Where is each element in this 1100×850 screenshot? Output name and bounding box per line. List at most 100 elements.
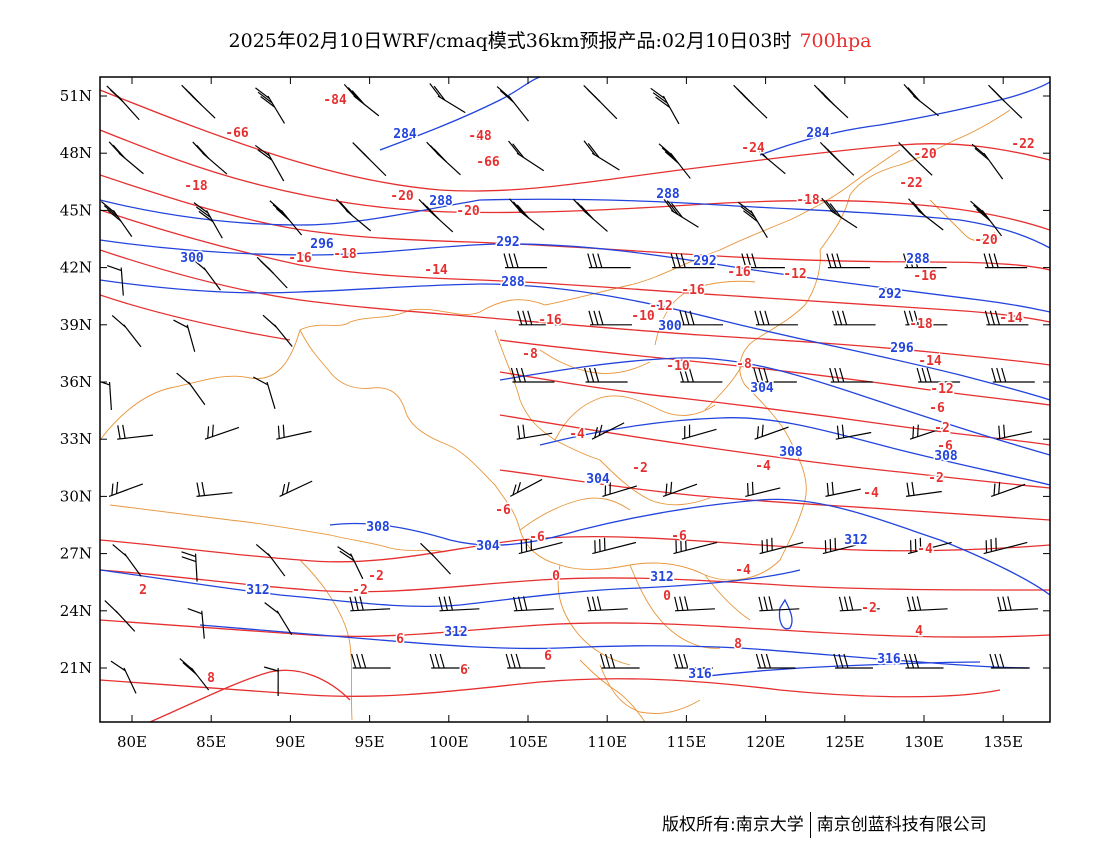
wind-barb bbox=[572, 198, 608, 232]
height-label: 300 bbox=[658, 319, 682, 334]
lat-label: 27N bbox=[60, 545, 92, 563]
wind-barb bbox=[192, 141, 228, 175]
wind-barb bbox=[518, 537, 563, 555]
wind-barb bbox=[674, 596, 715, 612]
temperature-label: -2 bbox=[368, 569, 384, 584]
temperature-label: -20 bbox=[390, 189, 414, 204]
wind-barb bbox=[673, 537, 718, 555]
height-label: 312 bbox=[650, 570, 673, 585]
copyright-text: 版权所有:南京大学 bbox=[662, 815, 804, 835]
wind-barb bbox=[750, 141, 786, 175]
wind-barb bbox=[988, 84, 1023, 119]
wind-barb bbox=[517, 310, 561, 326]
wind-barb bbox=[678, 367, 723, 383]
height-label: 316 bbox=[688, 667, 712, 682]
wind-barb bbox=[262, 314, 293, 347]
wind-barb bbox=[352, 142, 387, 177]
wind-barb bbox=[906, 481, 942, 497]
temperature-label: 0 bbox=[663, 589, 671, 604]
lon-label: 95E bbox=[355, 733, 385, 751]
temperature-label: -4 bbox=[917, 542, 933, 557]
wind-barb bbox=[662, 197, 699, 228]
wind-barb bbox=[264, 602, 293, 636]
wind-barb bbox=[510, 478, 543, 497]
wind-barb bbox=[602, 481, 638, 497]
lat-label: 51N bbox=[60, 87, 92, 105]
wind-barb bbox=[898, 141, 933, 176]
temperature-label: -24 bbox=[741, 141, 765, 156]
wind-barb bbox=[279, 480, 313, 497]
wind-barb bbox=[111, 314, 142, 348]
wind-barb bbox=[254, 144, 285, 182]
temperature-label: -20 bbox=[913, 147, 937, 162]
wind-barb bbox=[351, 653, 391, 669]
height-label: 292 bbox=[878, 287, 901, 302]
wind-barb bbox=[997, 596, 1039, 612]
height-label: 288 bbox=[656, 187, 680, 202]
temperature-label: -2 bbox=[934, 421, 950, 436]
wind-barb bbox=[903, 253, 947, 269]
wind-barb bbox=[829, 367, 873, 383]
wind-barb bbox=[658, 143, 691, 179]
wind-barb bbox=[104, 600, 136, 632]
height-labels: 284 284 288 288 292 296 300 288 292 292 288 300 296 3… bbox=[179, 125, 960, 684]
lat-label: 42N bbox=[60, 259, 92, 277]
temperature-label: -18 bbox=[796, 193, 820, 208]
lat-label: 21N bbox=[60, 659, 92, 677]
lon-label: 130E bbox=[904, 733, 944, 751]
wind-barb bbox=[833, 653, 873, 669]
title-level: 700hpa bbox=[799, 30, 872, 52]
temperature-label: 4 bbox=[476, 129, 484, 144]
lat-label: 24N bbox=[60, 602, 92, 620]
temperature-label: -20 bbox=[974, 233, 998, 248]
height-label: 308 bbox=[779, 445, 803, 460]
wind-barb bbox=[753, 367, 797, 383]
wind-barb bbox=[821, 197, 858, 229]
wind-barb bbox=[108, 141, 144, 175]
wind-barb bbox=[662, 481, 698, 497]
height-label: 308 bbox=[778, 445, 802, 460]
temperature-label: 6 bbox=[484, 155, 492, 170]
temperature-label: -4 bbox=[755, 459, 771, 474]
wind-barb bbox=[592, 537, 637, 555]
height-label: 304 bbox=[476, 539, 500, 554]
height-label: 292 bbox=[693, 254, 716, 269]
height-label: 304 bbox=[750, 381, 774, 396]
height-contours bbox=[100, 77, 1050, 679]
wind-barb bbox=[418, 198, 454, 233]
wind-barb bbox=[754, 424, 789, 440]
wind-barb bbox=[510, 367, 555, 383]
wind-barb bbox=[181, 84, 216, 119]
wind-barb bbox=[909, 424, 945, 440]
wind-barb bbox=[179, 658, 210, 691]
height-label: 312 bbox=[246, 583, 269, 598]
wind-barb bbox=[600, 653, 640, 669]
wind-barb bbox=[996, 424, 1033, 440]
wind-barb bbox=[971, 143, 1004, 180]
wind-barb bbox=[759, 537, 804, 555]
temperature-label: -16 bbox=[681, 283, 705, 298]
temperature-label: -12 bbox=[783, 267, 806, 282]
wind-barb bbox=[907, 537, 952, 555]
wind-barb bbox=[908, 198, 944, 231]
lat-label: 45N bbox=[60, 201, 92, 219]
temperature-label: -20 bbox=[456, 204, 480, 219]
height-label: 292 bbox=[496, 235, 519, 250]
wind-barb bbox=[496, 86, 529, 122]
height-label: 288 bbox=[429, 194, 453, 209]
lon-label: 120E bbox=[746, 733, 786, 751]
height-label: 308 bbox=[934, 449, 958, 464]
wind-barb bbox=[826, 253, 870, 269]
height-label: 316 bbox=[877, 652, 901, 667]
wind-barb bbox=[438, 596, 480, 612]
temperature-label: -22 bbox=[899, 176, 922, 191]
height-label: 304 bbox=[585, 473, 609, 488]
wind-barb bbox=[822, 537, 867, 555]
temperature-label: -4 bbox=[863, 486, 879, 501]
wind-barb bbox=[813, 84, 849, 119]
title-main: 2025年02月10日WRF/cmaq模式36km预报产品:02月10日03时 bbox=[228, 30, 792, 52]
temperature-label: -6 bbox=[929, 401, 945, 416]
lon-label: 80E bbox=[117, 733, 147, 751]
temperature-label: -18 bbox=[184, 179, 208, 194]
height-label: 288 bbox=[501, 275, 525, 290]
